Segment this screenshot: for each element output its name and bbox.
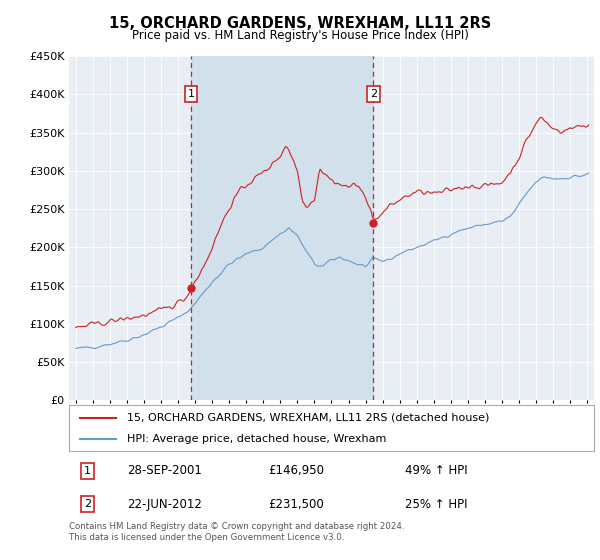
Bar: [191, 56, 373, 400]
Text: HPI: Average price, detached house, Wrexham: HPI: Average price, detached house, Wrex…: [127, 435, 386, 444]
Text: £231,500: £231,500: [269, 498, 324, 511]
Text: 49% ↑ HPI: 49% ↑ HPI: [405, 464, 467, 478]
Text: £146,950: £146,950: [269, 464, 325, 478]
Text: 15, ORCHARD GARDENS, WREXHAM, LL11 2RS: 15, ORCHARD GARDENS, WREXHAM, LL11 2RS: [109, 16, 491, 31]
Text: Contains HM Land Registry data © Crown copyright and database right 2024.: Contains HM Land Registry data © Crown c…: [69, 522, 404, 531]
Text: Price paid vs. HM Land Registry's House Price Index (HPI): Price paid vs. HM Land Registry's House …: [131, 29, 469, 42]
Text: 15, ORCHARD GARDENS, WREXHAM, LL11 2RS (detached house): 15, ORCHARD GARDENS, WREXHAM, LL11 2RS (…: [127, 413, 489, 423]
Text: 25% ↑ HPI: 25% ↑ HPI: [405, 498, 467, 511]
Text: 1: 1: [84, 466, 91, 476]
Text: 28-SEP-2001: 28-SEP-2001: [127, 464, 202, 478]
Text: 1: 1: [187, 89, 194, 99]
Text: 2: 2: [370, 89, 377, 99]
Text: 2: 2: [84, 499, 91, 509]
Text: This data is licensed under the Open Government Licence v3.0.: This data is licensed under the Open Gov…: [69, 533, 344, 542]
Text: 22-JUN-2012: 22-JUN-2012: [127, 498, 202, 511]
